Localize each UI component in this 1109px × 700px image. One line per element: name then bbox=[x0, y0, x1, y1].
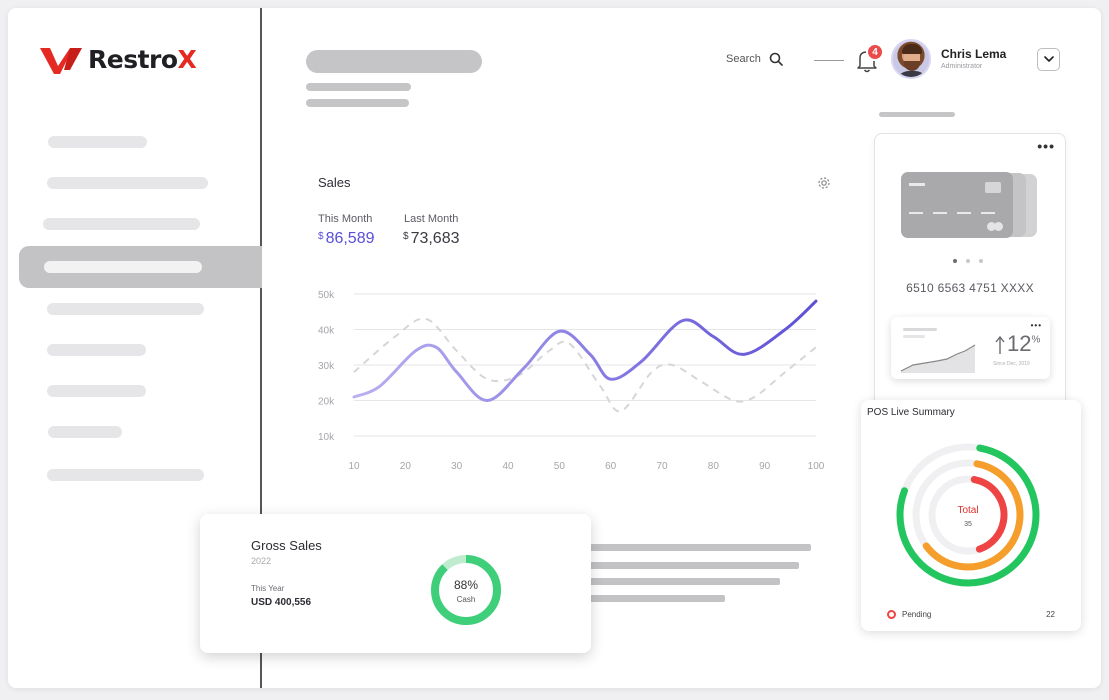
chart-x-tick-label: 60 bbox=[605, 461, 617, 472]
brand-logo[interactable]: RestroX bbox=[40, 44, 197, 74]
sidebar-item-placeholder[interactable] bbox=[43, 218, 200, 230]
chart-x-tick-label: 90 bbox=[759, 461, 771, 472]
chevron-down-icon bbox=[1043, 56, 1054, 62]
chart-y-tick-label: 30k bbox=[318, 361, 335, 372]
pos-center-value: 35 bbox=[964, 521, 972, 528]
more-options-icon[interactable]: ••• bbox=[1037, 138, 1055, 154]
sidebar-item-placeholder[interactable] bbox=[47, 344, 146, 356]
growth-sparkline bbox=[900, 344, 976, 373]
this-month-label: This Month bbox=[318, 213, 373, 225]
legend-marker-icon bbox=[887, 610, 896, 619]
search-label: Search bbox=[726, 53, 761, 65]
sidebar-item-active[interactable] bbox=[19, 246, 262, 288]
gross-sales-card[interactable]: Gross Sales 2022 This Year USD 400,556 8… bbox=[200, 514, 591, 653]
sidebar-item-placeholder[interactable] bbox=[47, 177, 208, 189]
cash-donut-caption: Cash bbox=[457, 595, 476, 604]
gear-icon[interactable] bbox=[817, 176, 831, 190]
chart-y-tick-label: 40k bbox=[318, 326, 335, 337]
panel-tab-placeholder bbox=[879, 112, 955, 117]
card-chip-icon bbox=[985, 182, 1001, 193]
brand-logo-icon bbox=[40, 48, 82, 74]
page-subtitle-placeholder bbox=[306, 99, 409, 107]
sidebar-item-placeholder[interactable] bbox=[48, 426, 122, 438]
chart-x-tick-label: 20 bbox=[400, 461, 412, 472]
user-name: Chris Lema bbox=[941, 47, 1007, 61]
sidebar-item-placeholder[interactable] bbox=[47, 469, 204, 481]
cash-donut-percent: 88% bbox=[454, 578, 478, 592]
brand-name: RestroX bbox=[88, 44, 197, 74]
chart-x-tick-label: 40 bbox=[502, 461, 514, 472]
widget-more-icon[interactable]: ••• bbox=[1030, 321, 1042, 330]
gross-sales-title: Gross Sales bbox=[251, 538, 322, 553]
pos-legend-value: 22 bbox=[1046, 610, 1055, 619]
pos-ring-arc bbox=[896, 443, 1040, 587]
sidebar-item-active-label-placeholder bbox=[44, 261, 202, 273]
chart-x-tick-label: 80 bbox=[708, 461, 720, 472]
credit-card[interactable] bbox=[901, 172, 1013, 238]
chart-y-tick-label: 20k bbox=[318, 397, 335, 408]
pos-live-summary-card[interactable]: POS Live Summary Total 35 Pending 22 bbox=[861, 400, 1081, 631]
last-month-label: Last Month bbox=[404, 213, 459, 225]
chart-series-line-this-month bbox=[352, 299, 818, 402]
cash-donut-chart: 88% Cash bbox=[431, 555, 501, 625]
page-subtitle-placeholder bbox=[306, 83, 411, 91]
avatar[interactable] bbox=[891, 39, 931, 79]
pos-center-label: Total bbox=[957, 505, 978, 516]
chart-x-tick-label: 50 bbox=[554, 461, 566, 472]
payment-card-panel[interactable]: ••• 6510 6563 4751 XXXX ••• 12% Since De… bbox=[874, 112, 1066, 413]
chart-y-tick-label: 10k bbox=[318, 432, 335, 443]
sidebar-item-placeholder[interactable] bbox=[47, 385, 146, 397]
pos-summary-title: POS Live Summary bbox=[867, 407, 955, 418]
chart-x-tick-label: 30 bbox=[451, 461, 463, 472]
pos-legend-label: Pending bbox=[902, 610, 932, 619]
pos-radial-chart: Total 35 bbox=[896, 443, 1040, 587]
pos-ring-arc bbox=[912, 459, 1024, 571]
last-month-value: $73,683 bbox=[403, 230, 460, 247]
arrow-up-icon bbox=[995, 335, 1005, 354]
header-separator bbox=[814, 60, 844, 61]
sidebar-item-placeholder[interactable] bbox=[47, 303, 204, 315]
pos-legend-item: Pending 22 bbox=[887, 610, 1055, 619]
cash-donut-arc bbox=[431, 555, 501, 625]
user-menu-button[interactable] bbox=[1037, 48, 1060, 71]
growth-value: 12% bbox=[1007, 331, 1041, 356]
this-month-value: $86,589 bbox=[318, 230, 375, 247]
search-icon bbox=[769, 52, 783, 66]
user-role: Administrator bbox=[941, 63, 983, 70]
chart-x-tick-label: 100 bbox=[808, 461, 825, 472]
sidebar-divider bbox=[260, 8, 262, 688]
sales-line-chart: 50k 40k 30k 20k 10k 10 20 30 40 50 60 70 80 90 100 bbox=[318, 290, 825, 472]
sidebar-item-placeholder[interactable] bbox=[48, 136, 147, 148]
growth-note: Since Dec, 2019 bbox=[993, 361, 1030, 367]
chart-x-tick-label: 70 bbox=[656, 461, 668, 472]
chart-series-line-last-month bbox=[353, 317, 817, 413]
card-number: 6510 6563 4751 XXXX bbox=[906, 281, 1034, 295]
search-button[interactable]: Search bbox=[726, 52, 783, 66]
sales-title: Sales bbox=[318, 175, 351, 190]
notification-badge: 4 bbox=[866, 43, 884, 61]
gross-sales-amount: USD 400,556 bbox=[251, 597, 312, 608]
growth-widget[interactable]: ••• 12% Since Dec, 2019 bbox=[891, 317, 1050, 379]
chart-y-tick-label: 50k bbox=[318, 290, 335, 301]
pos-ring-arc bbox=[928, 475, 1008, 555]
gross-sales-period-label: This Year bbox=[251, 584, 285, 593]
carousel-indicator[interactable] bbox=[953, 259, 983, 263]
page-title-placeholder bbox=[306, 50, 482, 73]
mastercard-logo-icon bbox=[987, 222, 1003, 231]
gross-sales-year: 2022 bbox=[251, 556, 272, 566]
chart-x-tick-label: 10 bbox=[348, 461, 360, 472]
